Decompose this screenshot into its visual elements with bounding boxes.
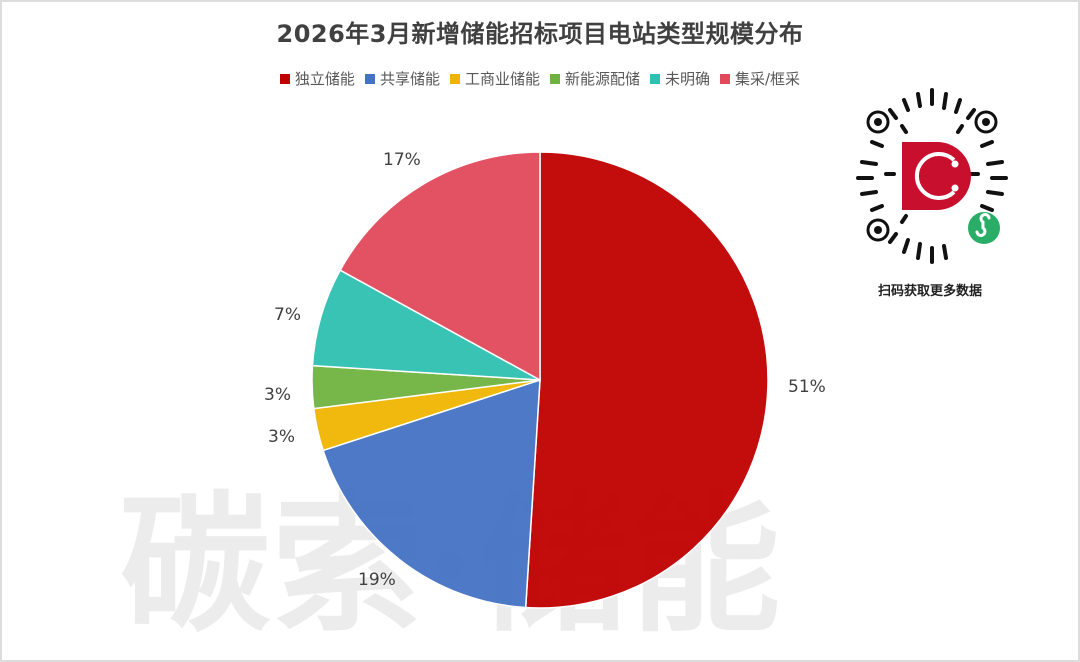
- legend-swatch: [449, 73, 460, 84]
- legend-label: 未明确: [664, 70, 710, 88]
- legend-swatch: [279, 73, 290, 84]
- legend-label: 集采/框采: [735, 70, 801, 88]
- legend-swatch: [364, 73, 375, 84]
- pie-slice-5[interactable]: [339, 151, 541, 382]
- legend-swatch: [649, 73, 660, 84]
- legend-item-centralized[interactable]: 集采/框采: [720, 68, 800, 89]
- slice-label-centralized: 17%: [383, 150, 421, 170]
- legend-item-shared[interactable]: 共享储能: [364, 68, 440, 89]
- qr-finder-icons: [866, 110, 998, 242]
- slice-label-unspecified: 7%: [274, 305, 301, 325]
- legend-item-independent[interactable]: 独立储能: [279, 68, 355, 89]
- legend-item-renewable[interactable]: 新能源配储: [549, 68, 640, 89]
- chart-title: 2026年3月新增储能招标项目电站类型规模分布: [276, 20, 804, 48]
- legend-label: 工商业储能: [464, 70, 540, 88]
- legend-label: 独立储能: [294, 70, 355, 88]
- pie-slice-0[interactable]: [524, 151, 769, 609]
- slice-label-renewable: 3%: [264, 385, 291, 405]
- slice-label-independent: 51%: [788, 377, 826, 397]
- qr-caption: 扫码获取更多数据: [877, 284, 982, 299]
- pie-slices: [311, 151, 769, 609]
- legend-swatch: [720, 73, 730, 84]
- qr-pattern-icon: [856, 88, 1008, 264]
- qr-code[interactable]: [842, 86, 1022, 266]
- legend-swatch: [549, 73, 560, 84]
- legend-label: 新能源配储: [564, 70, 640, 88]
- slice-label-shared: 19%: [358, 570, 396, 590]
- pie-slice-1[interactable]: [322, 378, 541, 609]
- chart-legend: 独立储能 共享储能 工商业储能 新能源配储 未明确 集采/框采: [0, 68, 1080, 89]
- legend-item-commercial[interactable]: 工商业储能: [449, 68, 540, 89]
- legend-label: 共享储能: [379, 70, 440, 88]
- legend-item-unspecified[interactable]: 未明确: [649, 68, 710, 89]
- brand-logo-icon: [902, 142, 971, 210]
- mini-program-icon: [968, 212, 1000, 244]
- slice-label-commercial: 3%: [268, 427, 295, 447]
